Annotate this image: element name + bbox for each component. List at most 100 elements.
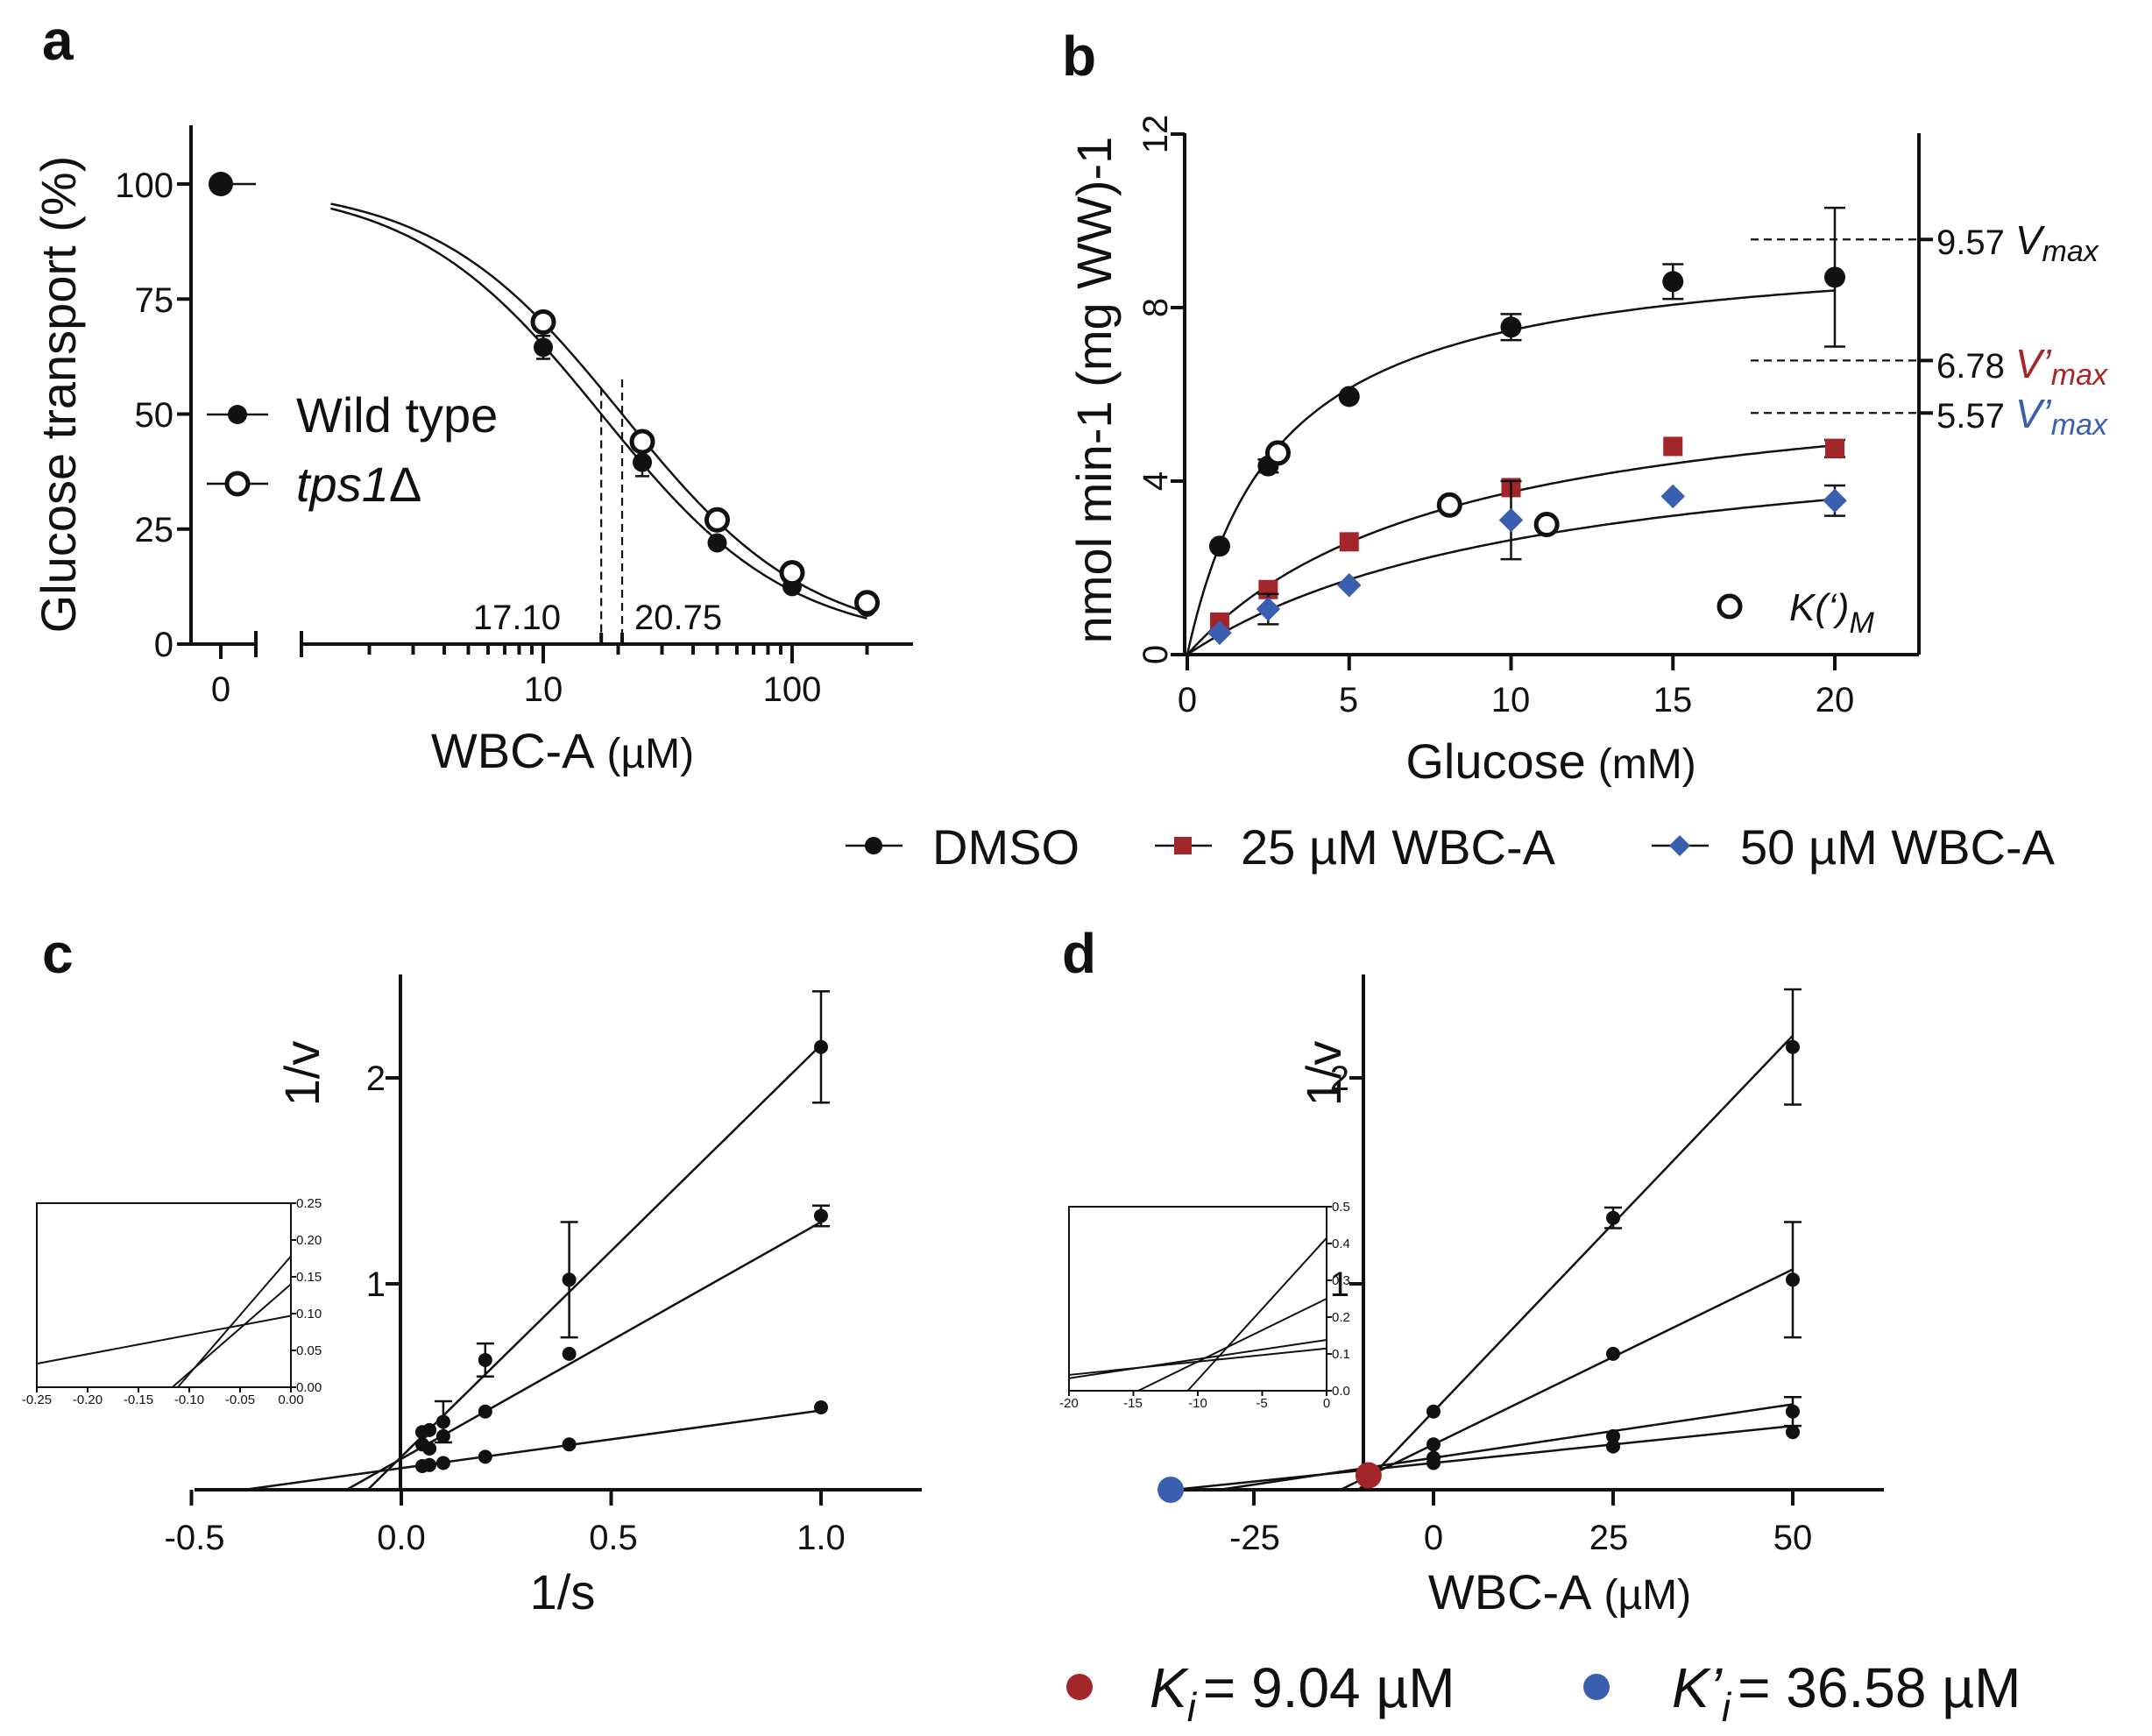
- ki-prime-symbol: K’: [1672, 1656, 1724, 1719]
- panel-b-y-tick-label-12: 12: [1136, 115, 1175, 154]
- panel-b-point-2: [1337, 573, 1362, 598]
- panel-b-point-1: [1825, 438, 1844, 458]
- panel-d-point-1: [1426, 1437, 1441, 1452]
- panel-d-inset: [1068, 1206, 1332, 1396]
- panel-b-vmax-value-dmso: 9.57: [1936, 223, 2005, 262]
- panel-d-y-axis-title: 1/v: [1296, 1041, 1351, 1107]
- ki-legend: Ki = 9.04 µM K’i = 36.58 µM: [1066, 1656, 2021, 1730]
- panel-b-y-tick-label-4: 4: [1136, 471, 1175, 491]
- legend-25-label: 25 µM WBC-A: [1241, 819, 1556, 875]
- panel-a-x-tick-label-10: 10: [524, 670, 563, 709]
- panel-b-y-tick-label-8: 8: [1136, 298, 1175, 317]
- panel-b-km-legend-label: K(‘)M: [1789, 586, 1874, 640]
- panel-c-point-1: [814, 1208, 828, 1223]
- panel-b-km-marker: [1264, 440, 1291, 466]
- panel-b-point-1: [1663, 436, 1683, 457]
- panel-b-point-1: [1339, 532, 1359, 552]
- panel-c-point-0: [562, 1437, 577, 1452]
- panel-d-points: [1157, 988, 1802, 1503]
- panel-d-inset-x-tick-0: -20: [1059, 1396, 1079, 1411]
- panel-b-vmax-symbol-25: V’: [2015, 341, 2052, 386]
- panel-c-point-2: [814, 1039, 828, 1054]
- panel-b-y-tick-label-0: 0: [1136, 645, 1175, 664]
- panel-d-x-tick-label-neg25: -25: [1229, 1519, 1280, 1557]
- panel-c-inset-y-tick-4: 0.20: [296, 1233, 322, 1248]
- panel-b-km-marker: [1533, 512, 1560, 537]
- ki-prime-value: = 36.58 µM: [1738, 1656, 2021, 1719]
- panel-c-inset-y-tick-0: 0.00: [296, 1380, 322, 1395]
- panel-b-x-axis-title-text: Glucose: [1405, 733, 1585, 789]
- panel-b-km-legend-symbol: K(‘): [1789, 586, 1849, 629]
- panel-c-inset-x-tick-3: -0.10: [174, 1392, 204, 1407]
- series-legend: DMSO 25 µM WBC-A 50 µM WBC-A: [846, 819, 2056, 875]
- panel-d-inset-x-tick-1: -15: [1123, 1396, 1143, 1411]
- panel-d-x-tick-label-50: 50: [1773, 1519, 1813, 1557]
- panel-b-vmax-sub-dmso: max: [2042, 235, 2099, 268]
- panel-a-x-tick-label-100: 100: [763, 670, 822, 709]
- panel-b-vmax-label-dmso: 9.57 Vmax: [1936, 217, 2099, 268]
- panel-a: 0 10 100 0 25 50 75 100 Glucose transpor…: [31, 125, 913, 778]
- panel-c-inset-x-tick-4: -0.05: [225, 1392, 255, 1407]
- panel-b-x-axis-title-unit: (mM): [1598, 741, 1696, 788]
- panel-letter-a: a: [42, 9, 74, 72]
- panel-a-ic50-label-wt: 17.10: [473, 599, 561, 637]
- panel-d-fit-line-0: [1357, 1034, 1794, 1491]
- panel-b-point-0: [1824, 266, 1845, 288]
- panel-c-point-1: [478, 1404, 492, 1419]
- panel-a-legend-tps1-marker: [224, 471, 251, 497]
- legend-dmso-marker: [865, 837, 882, 854]
- panel-b-vmax-value-25: 6.78: [1936, 347, 2005, 386]
- panel-c-point-2: [478, 1352, 492, 1367]
- panel-b: 0 5 10 15 20 0 4 8 12 nmol min-1 (mg WW)…: [1066, 115, 2108, 789]
- panel-d-inset-x-tick-3: -5: [1256, 1396, 1267, 1411]
- panel-d-y-tick-label-1: 1: [1330, 1265, 1349, 1304]
- panel-a-point-tps1: [704, 507, 731, 533]
- panel-b-vmax-label-25: 6.78 V’max: [1936, 341, 2108, 392]
- panel-c-point-1: [562, 1346, 577, 1361]
- panel-d-point-3: [1426, 1456, 1441, 1470]
- panel-b-x-tick-label-5: 5: [1339, 681, 1358, 719]
- panel-d-point-0: [1426, 1404, 1441, 1419]
- panel-c-inset-x-tick-0: -0.25: [22, 1392, 52, 1407]
- panel-d-lines: [1173, 1034, 1794, 1492]
- panel-b-vmax-value-50: 5.57: [1936, 397, 2005, 436]
- panel-a-x-tick-label-0: 0: [211, 670, 230, 709]
- panel-b-point-0: [1500, 316, 1522, 338]
- panel-b-vmax-symbol-dmso: V: [2015, 217, 2046, 263]
- panel-c-fit-line-2: [366, 1044, 822, 1491]
- panel-d: -25 0 25 50 1 2 1/v WBC-A (µM) -20 -15 -1…: [1059, 974, 1884, 1619]
- legend-50-label: 50 µM WBC-A: [1740, 819, 2056, 875]
- panel-a-point-wt: [707, 533, 727, 553]
- panel-b-x-axis-title: Glucose (mM): [1405, 733, 1695, 789]
- panel-d-inset-x-tick-2: -10: [1188, 1396, 1207, 1411]
- panel-d-y-tick-label-2: 2: [1330, 1059, 1349, 1098]
- panel-c-inset-frame: [36, 1202, 292, 1388]
- panel-a-point-wt: [534, 337, 553, 358]
- panel-a-x-axis-title-unit: (µM): [607, 731, 695, 777]
- panel-c-inset-y-tick-5: 0.25: [296, 1196, 322, 1211]
- panel-a-y-axis-title: Glucose transport (%): [31, 156, 86, 634]
- panel-d-inset-y-tick-2: 0.2: [1332, 1310, 1350, 1325]
- panel-c-point-0: [478, 1449, 492, 1464]
- panel-b-point-2: [1256, 597, 1281, 621]
- panel-c-inset-y-tick-3: 0.15: [296, 1270, 322, 1285]
- panel-b-point-2: [1498, 507, 1524, 533]
- panel-a-point-wt: [633, 452, 653, 472]
- panel-b-ticks: [1171, 132, 1933, 670]
- panel-a-fit-curve-0: [330, 207, 867, 620]
- panel-c-y-tick-label-2: 2: [366, 1059, 386, 1098]
- panel-c-fit-line-0: [244, 1409, 822, 1492]
- panel-c-point-0: [814, 1400, 828, 1414]
- panel-c-inset-x-tick-1: -0.20: [73, 1392, 103, 1407]
- panel-b-point-0: [1662, 271, 1684, 293]
- panel-a-point-tps1: [629, 429, 655, 455]
- panel-b-point-0: [1338, 386, 1360, 407]
- ki-legend-marker: [1066, 1674, 1093, 1700]
- panel-c-inset: [36, 1202, 296, 1392]
- panel-c-inset-y-tick-1: 0.05: [296, 1343, 322, 1358]
- panel-a-legend-tps1-delta: Δ: [389, 457, 421, 512]
- panel-c-point-1: [422, 1442, 437, 1456]
- panel-a-legend-wt-label: Wild type: [296, 387, 498, 443]
- panel-c-x-tick-label-05: 0.5: [589, 1519, 638, 1557]
- ki-value: = 9.04 µM: [1203, 1656, 1455, 1719]
